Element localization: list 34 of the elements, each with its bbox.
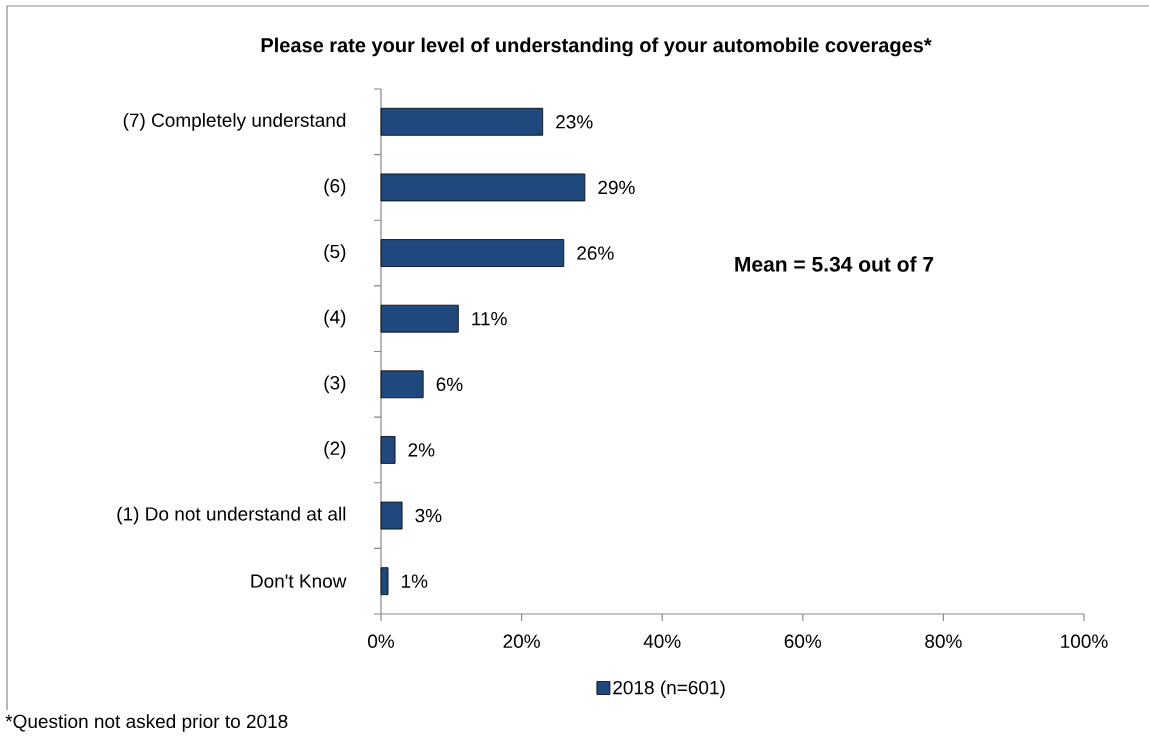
- data-label: 23%: [556, 115, 593, 129]
- bar: [380, 567, 389, 596]
- chart-title: Please rate your level of understanding of your automobile coverages*: [261, 37, 932, 57]
- x-tick-label: 100%: [1061, 634, 1108, 648]
- data-label: 2%: [408, 443, 435, 457]
- bar: [380, 304, 459, 333]
- y-tick-label: (5): [324, 244, 346, 262]
- y-tick-label: (4): [324, 309, 346, 328]
- y-tick-label: (1) Do not understand at all: [117, 506, 346, 525]
- data-label: 1%: [402, 574, 428, 588]
- x-tick-label: 40%: [643, 634, 681, 648]
- bar: [380, 173, 586, 202]
- x-tick-label: 60%: [784, 634, 822, 648]
- x-tick-label: 80%: [925, 634, 962, 648]
- data-label: 26%: [577, 246, 614, 260]
- bar: [380, 436, 396, 464]
- x-tick-label: 20%: [503, 634, 540, 648]
- text: *Question not asked prior to 2018: [5, 714, 288, 732]
- data-label: 6%: [436, 377, 463, 392]
- y-tick-label: (6): [324, 178, 346, 197]
- bar: [380, 370, 424, 399]
- y-tick-label: Don't Know: [251, 574, 347, 588]
- y-tick-label: (7) Completely understand: [123, 112, 346, 131]
- annotation: Mean = 5.34 out of 7: [735, 256, 934, 272]
- bar: [380, 107, 544, 136]
- y-tick-label: (3): [324, 375, 346, 394]
- bar: [380, 501, 403, 530]
- data-label: 29%: [598, 180, 635, 195]
- data-label: 3%: [415, 508, 442, 523]
- bar: [380, 239, 565, 267]
- x-tick-label: 0%: [368, 634, 395, 648]
- legend-label: 2018 (n=601): [613, 680, 725, 699]
- data-label: 11%: [472, 312, 507, 326]
- y-tick-label: (2): [324, 441, 346, 459]
